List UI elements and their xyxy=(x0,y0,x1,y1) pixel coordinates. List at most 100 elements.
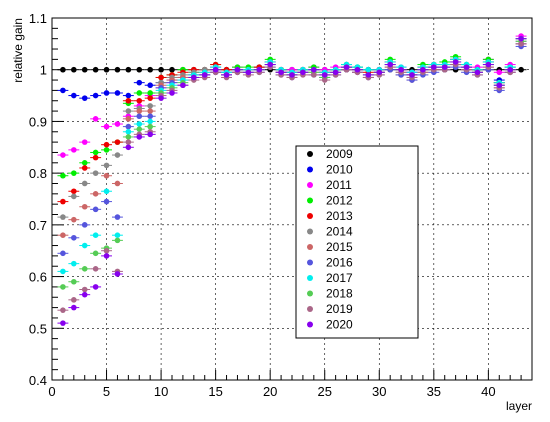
data-point xyxy=(518,41,524,47)
x-tick-label: 15 xyxy=(208,384,222,399)
data-point xyxy=(60,172,66,179)
data-point xyxy=(180,82,186,89)
data-point xyxy=(125,66,132,73)
data-point xyxy=(398,66,404,73)
data-point xyxy=(147,82,153,89)
data-point xyxy=(103,253,110,259)
x-tick-label: 35 xyxy=(427,384,441,399)
data-point xyxy=(125,134,132,140)
data-point xyxy=(81,266,88,272)
legend-label-2010: 2010 xyxy=(326,163,353,177)
data-point xyxy=(71,188,77,195)
data-point xyxy=(71,304,77,311)
data-point xyxy=(81,165,88,171)
data-point xyxy=(60,66,66,73)
data-point xyxy=(147,123,153,130)
data-point xyxy=(60,198,66,205)
data-point xyxy=(300,69,306,76)
legend-label-2018: 2018 xyxy=(326,287,353,301)
data-point xyxy=(518,35,524,42)
data-point xyxy=(125,144,132,151)
legend-box xyxy=(295,145,419,339)
data-point xyxy=(169,90,175,96)
data-point xyxy=(92,206,99,213)
data-point xyxy=(114,66,121,73)
data-point xyxy=(452,59,459,65)
data-point xyxy=(71,297,77,303)
data-point xyxy=(376,69,383,76)
legend-marker-2017 xyxy=(307,275,313,281)
x-axis-title: layer xyxy=(506,399,532,413)
data-point xyxy=(147,90,153,96)
data-point xyxy=(387,61,393,68)
data-point xyxy=(147,131,153,138)
data-point xyxy=(103,172,110,179)
data-point xyxy=(114,180,121,187)
data-point xyxy=(201,72,208,78)
data-point xyxy=(343,64,350,70)
data-point xyxy=(158,74,164,81)
data-point xyxy=(463,64,470,70)
data-point xyxy=(191,74,197,81)
data-point xyxy=(136,121,143,127)
data-point xyxy=(485,61,492,68)
legend-marker-2019 xyxy=(307,306,313,312)
legend-label-2015: 2015 xyxy=(326,240,353,254)
data-point xyxy=(92,266,99,272)
data-point xyxy=(267,61,273,68)
x-tick-label: 40 xyxy=(481,384,495,399)
data-point xyxy=(71,193,77,200)
data-point xyxy=(114,271,121,277)
data-point xyxy=(256,66,263,73)
data-point xyxy=(496,82,503,89)
data-point xyxy=(234,66,241,73)
data-point xyxy=(365,72,372,78)
data-point xyxy=(496,69,503,76)
data-point xyxy=(136,108,143,114)
legend-label-2020: 2020 xyxy=(326,318,353,332)
legend-label-2017: 2017 xyxy=(326,271,353,285)
y-tick-label: 1.1 xyxy=(29,11,47,26)
data-point xyxy=(60,152,66,158)
data-point xyxy=(103,123,110,130)
data-point xyxy=(60,284,66,290)
x-tick-label: 10 xyxy=(154,384,168,399)
data-point xyxy=(103,141,110,148)
data-point xyxy=(311,66,317,73)
data-point xyxy=(60,87,66,94)
data-point xyxy=(60,214,66,220)
data-point xyxy=(136,79,143,86)
data-point xyxy=(71,260,77,267)
y-tick-label: 0.7 xyxy=(29,218,47,233)
data-point xyxy=(103,188,110,195)
x-tick-label: 25 xyxy=(317,384,331,399)
legend-marker-2012 xyxy=(307,197,313,204)
data-point xyxy=(60,320,66,326)
legend-marker-2016 xyxy=(307,259,313,266)
data-point xyxy=(81,139,88,145)
y-tick-label: 0.5 xyxy=(29,321,47,336)
data-point xyxy=(92,170,99,176)
x-tick-label: 0 xyxy=(48,384,55,399)
data-point xyxy=(81,66,88,73)
legend-label-2009: 2009 xyxy=(326,147,353,161)
data-points xyxy=(57,33,527,326)
y-axis-title: relative gain xyxy=(11,18,25,83)
data-point xyxy=(147,103,153,109)
data-point xyxy=(245,69,252,76)
data-point xyxy=(92,232,99,238)
data-point xyxy=(223,72,230,78)
data-point xyxy=(60,307,66,313)
y-tick-label: 0.4 xyxy=(29,373,47,388)
x-tick-label: 20 xyxy=(263,384,277,399)
data-point xyxy=(332,69,339,76)
data-point xyxy=(136,66,143,73)
legend-marker-2011 xyxy=(307,182,313,188)
data-point xyxy=(125,128,132,135)
data-point xyxy=(136,134,143,140)
data-point xyxy=(114,214,121,220)
legend-marker-2015 xyxy=(307,244,313,250)
data-point xyxy=(103,247,110,254)
data-point xyxy=(92,116,99,122)
